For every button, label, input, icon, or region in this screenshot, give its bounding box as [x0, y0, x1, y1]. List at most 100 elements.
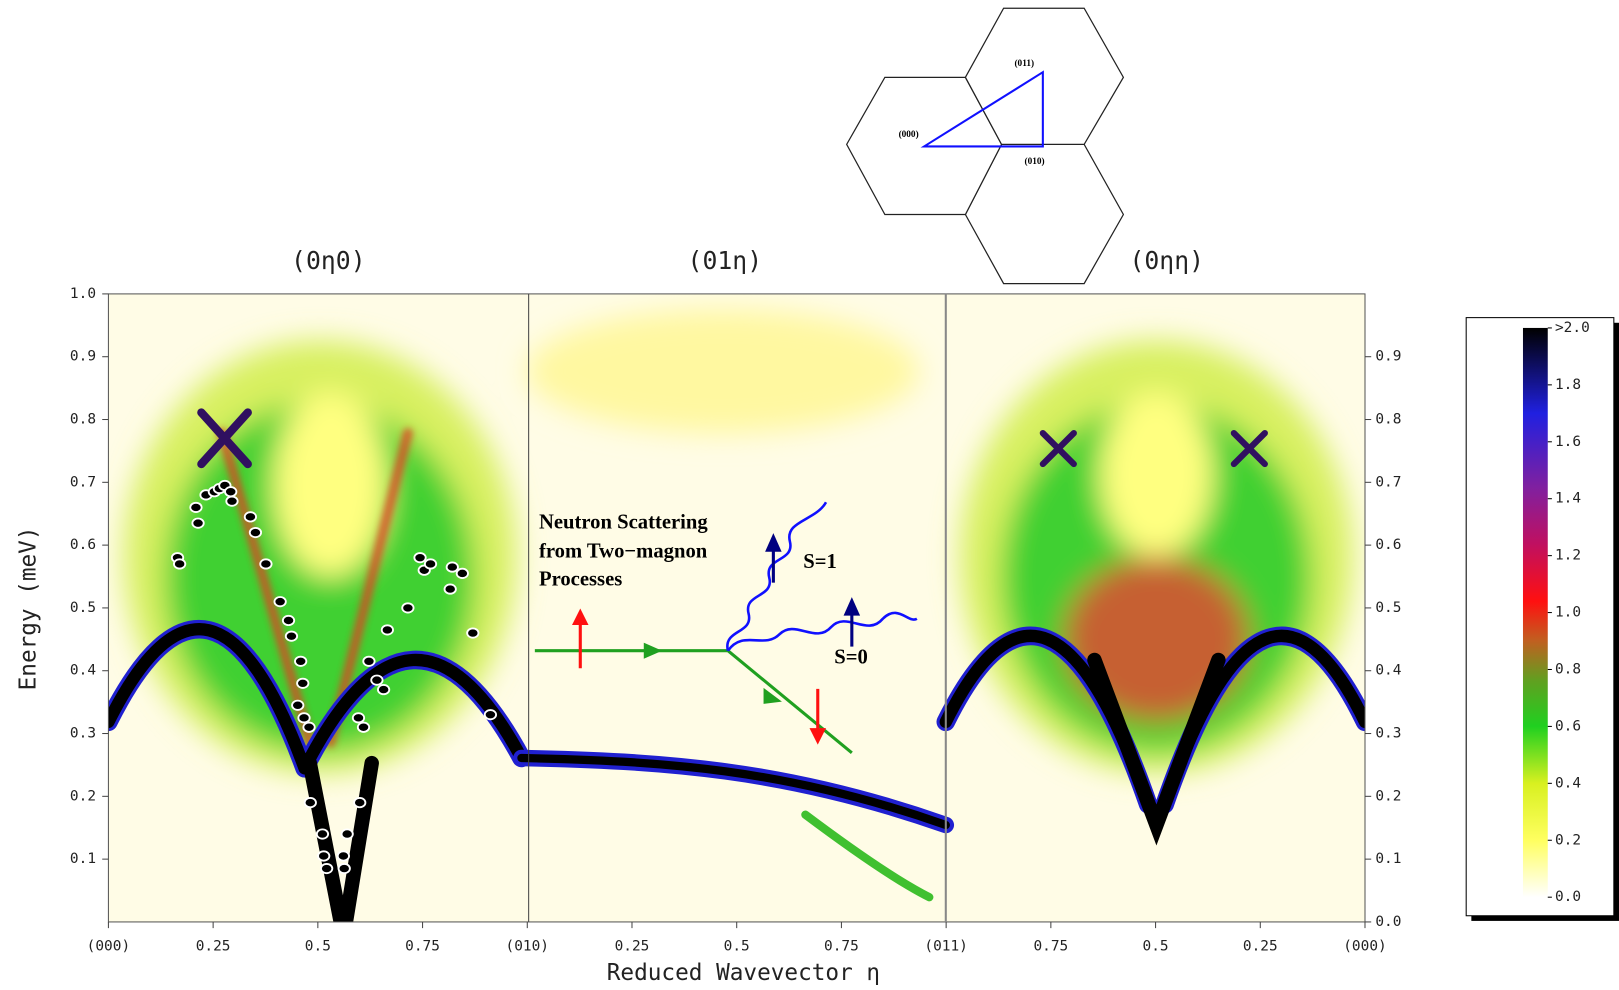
data-point	[226, 497, 237, 506]
y2-tick-label: 0.4	[1375, 663, 1401, 679]
data-point	[354, 798, 365, 807]
page: Neutron Scattering from Two−magnon Proce…	[0, 0, 1619, 990]
intensity-map	[108, 294, 1365, 922]
data-point	[317, 829, 328, 838]
y2-tick-label: 0.6	[1375, 537, 1401, 553]
colorbar-tick-label: >2.0	[1555, 320, 1590, 336]
data-point	[447, 562, 458, 571]
colorbar-tick-label: 0.8	[1555, 661, 1581, 677]
y2-tick-label: 0.7	[1375, 474, 1401, 490]
colorbar-tick-label: 1.4	[1555, 491, 1581, 507]
data-point	[363, 657, 374, 666]
annotation: Neutron Scattering	[539, 512, 708, 534]
y-tick-label: 1.0	[70, 286, 96, 302]
data-point	[286, 632, 297, 641]
x-tick-label: (000)	[87, 939, 130, 955]
chart: Neutron Scattering from Two−magnon Proce…	[0, 0, 1619, 990]
panel-title: (01η)	[688, 246, 763, 275]
y-axis-label: Energy (meV)	[15, 527, 41, 691]
x-tick-label: (000)	[1343, 939, 1386, 955]
panel-title: (0η0)	[291, 246, 366, 275]
spin-label: S=0	[834, 647, 868, 669]
y-tick-label: 0.6	[70, 537, 96, 553]
data-point	[292, 701, 303, 710]
data-point	[260, 559, 271, 568]
data-point	[250, 528, 261, 537]
y-tick-label: 0.5	[70, 600, 96, 616]
data-point	[297, 679, 308, 688]
x-tick-label: 0.25	[615, 939, 650, 955]
colorbar-tick-label: 1.6	[1555, 434, 1581, 450]
inset-label: (011)	[1014, 59, 1034, 69]
data-point	[425, 559, 436, 568]
x-tick-label: 0.5	[305, 939, 331, 955]
inset	[847, 8, 1124, 283]
inset-label: (000)	[899, 130, 919, 140]
data-point	[378, 685, 389, 694]
data-point	[382, 625, 393, 634]
data-point	[190, 503, 201, 512]
colorbar-tick-label: 1.2	[1555, 548, 1581, 564]
data-point	[274, 597, 285, 606]
data-point	[358, 723, 369, 732]
x-tick-label: 0.75	[824, 939, 859, 955]
y2-tick-label: 0.5	[1375, 600, 1401, 616]
data-point	[353, 713, 364, 722]
spin-label: S=1	[803, 551, 837, 573]
inset-label: (010)	[1025, 157, 1045, 167]
data-point	[321, 864, 332, 873]
colorbar-tick-label: 1.8	[1555, 377, 1581, 393]
x-tick-label: (011)	[924, 939, 967, 955]
data-point	[341, 829, 352, 838]
x-tick-label: 0.5	[724, 939, 750, 955]
data-point	[305, 798, 316, 807]
data-point	[303, 723, 314, 732]
colorbar-tick-label: 0.2	[1555, 832, 1581, 848]
data-point	[402, 603, 413, 612]
y-tick-label: 0.1	[70, 851, 96, 867]
y2-tick-label: 0.3	[1375, 726, 1401, 742]
y-tick-label: 0.7	[70, 474, 96, 490]
y-tick-label: 0.3	[70, 726, 96, 742]
colorbar-tick-label: 0.6	[1555, 718, 1581, 734]
annotation: from Two−magnon	[539, 540, 708, 562]
data-point	[192, 518, 203, 527]
panel-title: (0ηη)	[1129, 246, 1204, 275]
x-tick-label: 0.25	[196, 939, 231, 955]
data-point	[283, 616, 294, 625]
y2-tick-label: 0.8	[1375, 412, 1401, 428]
x-tick-label: 0.75	[405, 939, 440, 955]
x-tick-label: 0.75	[1033, 939, 1068, 955]
data-point	[245, 512, 256, 521]
data-point	[467, 628, 478, 637]
y-tick-label: 0.9	[70, 349, 96, 365]
annotation: Processes	[539, 568, 622, 590]
data-point	[295, 657, 306, 666]
y-tick-label: 0.8	[70, 412, 96, 428]
data-point	[445, 584, 456, 593]
x-tick-label: 0.25	[1243, 939, 1278, 955]
data-point	[298, 713, 309, 722]
data-point	[414, 553, 425, 562]
data-point	[371, 676, 382, 685]
colorbar-tick-label: 0.4	[1555, 775, 1581, 791]
data-point	[457, 569, 468, 578]
y2-tick-label: 0.2	[1375, 788, 1401, 804]
y-tick-label: 0.4	[70, 663, 96, 679]
x-tick-label: 0.5	[1143, 939, 1169, 955]
y2-tick-label: 0.9	[1375, 349, 1401, 365]
data-point	[338, 851, 349, 860]
data-point	[318, 851, 329, 860]
x-tick-label: (010)	[506, 939, 549, 955]
colorbar-tick-label: 1.0	[1555, 605, 1581, 621]
data-point	[174, 559, 185, 568]
y2-tick-label: 0.1	[1375, 851, 1401, 867]
x-axis-label: Reduced Wavevector η	[607, 960, 880, 986]
y2-tick-label: 0.0	[1375, 914, 1401, 930]
data-point	[339, 864, 350, 873]
data-point	[485, 710, 496, 719]
colorbar-tick-label: 0.0	[1555, 889, 1581, 905]
colorbar	[1523, 328, 1548, 897]
y-tick-label: 0.2	[70, 788, 96, 804]
data-point	[225, 487, 236, 496]
